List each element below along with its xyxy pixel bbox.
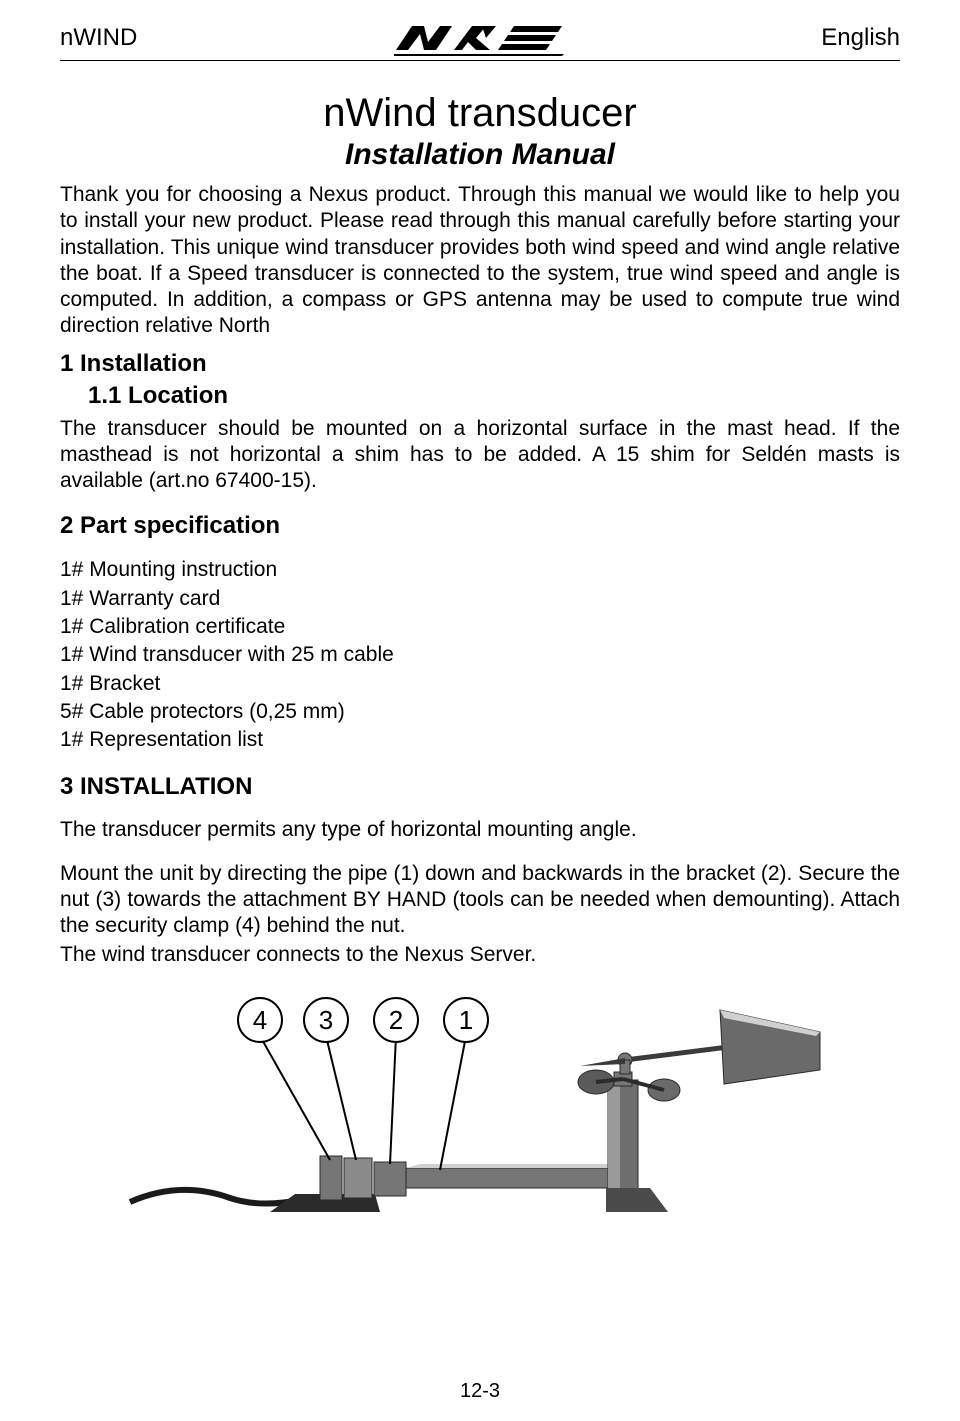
section-3-p3: The wind transducer connects to the Nexu… [60, 942, 900, 968]
title-block: nWind transducer Installation Manual [60, 91, 900, 172]
section-1-heading: 1 Installation [60, 350, 900, 378]
svg-text:1: 1 [459, 1005, 473, 1035]
sub-title: Installation Manual [120, 138, 840, 172]
list-item: 1# Representation list [60, 726, 900, 754]
label-1: 1 [444, 998, 488, 1042]
nut-3 [344, 1158, 372, 1198]
intro-paragraph: Thank you for choosing a Nexus product. … [60, 182, 900, 340]
list-item: 1# Mounting instruction [60, 556, 900, 584]
brand-logo [394, 20, 564, 56]
main-title: nWind transducer [120, 91, 840, 136]
svg-text:4: 4 [253, 1005, 267, 1035]
pipe-1 [406, 1168, 616, 1188]
section-1-1-body: The transducer should be mounted on a ho… [60, 416, 900, 495]
label-4: 4 [238, 998, 282, 1042]
svg-text:2: 2 [389, 1005, 403, 1035]
svg-text:3: 3 [319, 1005, 333, 1035]
header-right-text: English [821, 24, 900, 52]
label-2: 2 [374, 998, 418, 1042]
label-3: 3 [304, 998, 348, 1042]
leader-1 [440, 1036, 466, 1170]
section-2-heading: 2 Part specification [60, 512, 900, 540]
section-3-p1: The transducer permits any type of horiz… [60, 817, 900, 843]
mast-highlight [608, 1080, 620, 1190]
page-header: nWIND English [60, 20, 900, 61]
list-item: 1# Calibration certificate [60, 613, 900, 641]
pipe-highlight [406, 1164, 616, 1168]
cable-path [130, 1190, 300, 1204]
bracket-2 [374, 1162, 406, 1196]
installation-diagram: 4 3 2 1 [60, 980, 900, 1230]
list-item: 1# Warranty card [60, 585, 900, 613]
list-item: 1# Wind transducer with 25 m cable [60, 641, 900, 669]
page-number: 12-3 [0, 1380, 960, 1403]
section-3-p2: Mount the unit by directing the pipe (1)… [60, 861, 900, 940]
section-3-heading: 3 INSTALLATION [60, 773, 900, 801]
mast-foot [606, 1188, 668, 1212]
clamp-4 [320, 1156, 342, 1200]
list-item: 1# Bracket [60, 670, 900, 698]
part-specification-list: 1# Mounting instruction 1# Warranty card… [60, 556, 900, 754]
leader-4 [260, 1036, 330, 1160]
leader-2 [390, 1036, 396, 1164]
header-left-text: nWIND [60, 24, 137, 52]
list-item: 5# Cable protectors (0,25 mm) [60, 698, 900, 726]
section-1-1-heading: 1.1 Location [60, 382, 900, 410]
leader-3 [326, 1036, 356, 1160]
